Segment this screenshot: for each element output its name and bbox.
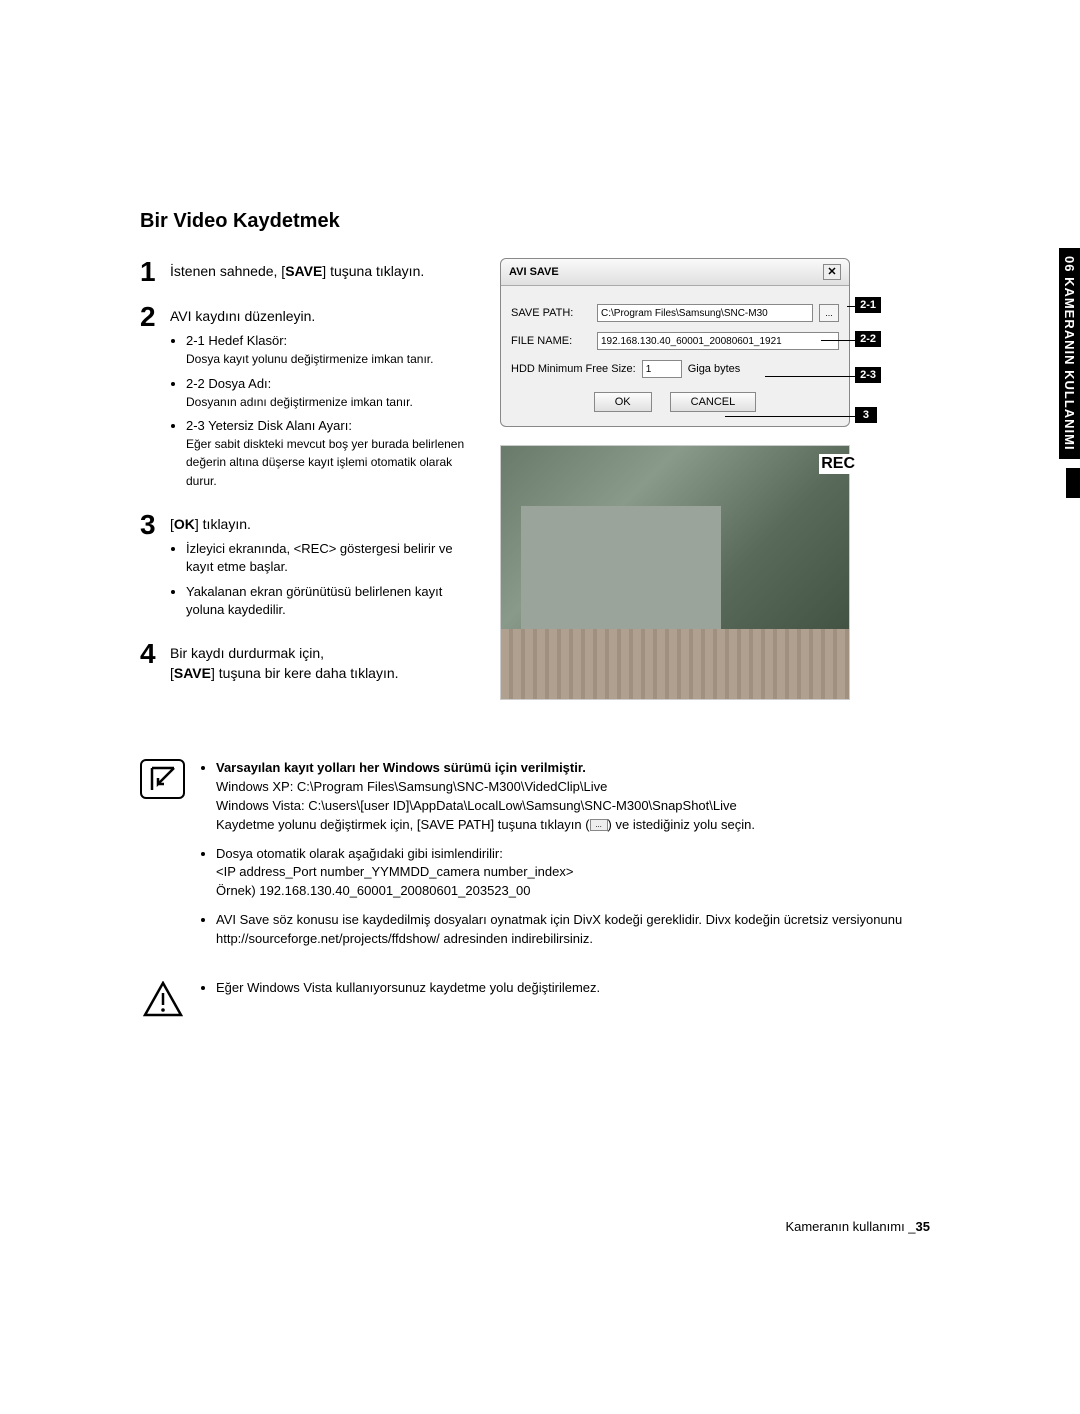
step-1-text: İstenen sahnede, [SAVE] tuşuna tıklayın. [170,262,480,282]
step-3-sub-2: Yakalanan ekran görünütüsü belirlenen ka… [186,583,480,619]
callout-2-2: 2-2 [855,331,881,347]
save-path-label: SAVE PATH: [511,307,591,319]
callout-3: 3 [855,407,877,423]
side-marker [1066,468,1080,498]
step-number-3: 3 [140,511,170,625]
step-number-2: 2 [140,303,170,496]
step-2-sub-3: 2-3 Yetersiz Disk Alanı Ayarı: Eğer sabi… [186,417,480,490]
note-vista-warn: Eğer Windows Vista kullanıyorsunuz kayde… [216,979,960,998]
chapter-side-tab: 06 KAMERANIN KULLANIMI [1059,248,1080,459]
note-icon [140,759,185,799]
browse-icon: ... [590,819,608,831]
callout-2-3: 2-3 [855,367,881,383]
section-title: Bir Video Kaydetmek [140,210,960,233]
close-icon[interactable]: ✕ [823,264,841,280]
note-default-paths: Varsayılan kayıt yolları her Windows sür… [216,759,960,834]
step-number-4: 4 [140,640,170,689]
page-footer: Kameranın kullanımı _35 [785,1219,930,1234]
callout-2-1: 2-1 [855,297,881,313]
browse-button[interactable]: ... [819,304,839,322]
save-path-input[interactable] [597,304,813,322]
step-2-sub-2: 2-2 Dosya Adı: Dosyanın adını değiştirme… [186,375,480,411]
ok-button[interactable]: OK [594,392,652,412]
rec-indicator: REC [819,454,857,474]
hdd-unit: Giga bytes [688,363,741,375]
hdd-label: HDD Minimum Free Size: [511,363,636,375]
file-name-input[interactable] [597,332,839,350]
file-name-label: FILE NAME: [511,335,591,347]
note-avi: AVI Save söz konusu ise kaydedilmiş dosy… [216,911,960,949]
step-number-1: 1 [140,258,170,288]
hdd-input[interactable] [642,360,682,378]
step-3-text: [OK] tıklayın. [170,515,480,535]
camera-preview: REC [500,445,850,700]
note-auto-name: Dosya otomatik olarak aşağıdaki gibi isi… [216,845,960,902]
avi-save-dialog: AVI SAVE ✕ SAVE PATH: ... FILE NAME: HDD… [500,258,850,427]
warning-icon [140,979,185,1019]
step-2-text: AVI kaydını düzenleyin. [170,307,480,327]
cancel-button[interactable]: CANCEL [670,392,757,412]
step-2-sub-1: 2-1 Hedef Klasör: Dosya kayıt yolunu değ… [186,332,480,368]
step-3-sub-1: İzleyici ekranında, <REC> göstergesi bel… [186,540,480,576]
dialog-title: AVI SAVE [509,266,559,278]
step-4-text: Bir kaydı durdurmak için,[SAVE] tuşuna b… [170,644,480,683]
